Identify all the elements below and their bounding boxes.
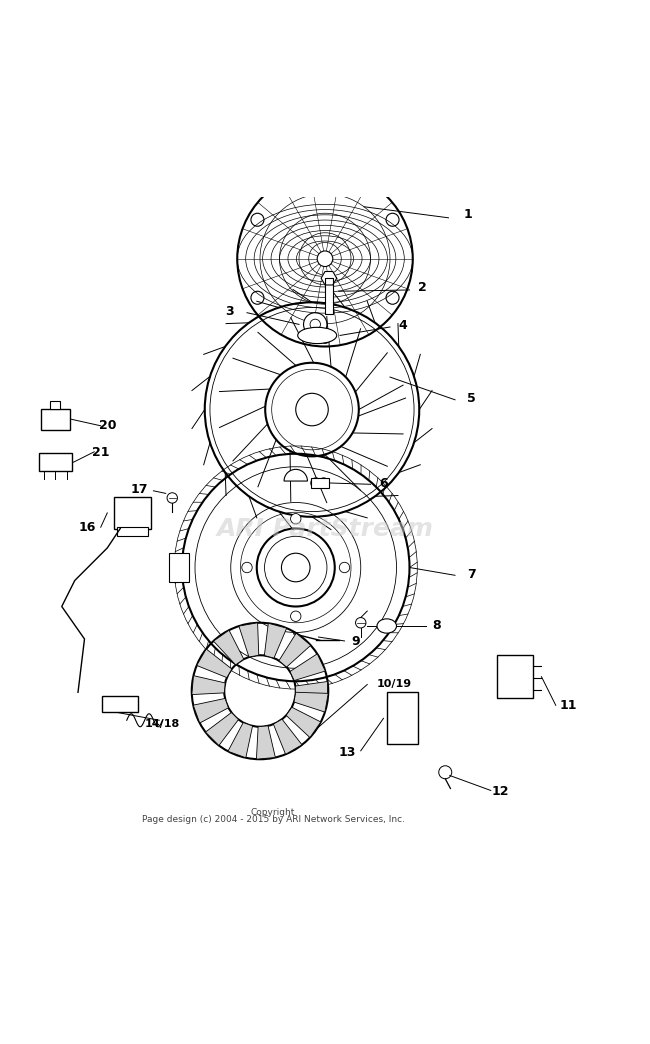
Text: 1: 1 (463, 208, 473, 221)
Ellipse shape (377, 619, 396, 633)
Polygon shape (205, 712, 239, 745)
Bar (117, 527, 148, 537)
Text: 6: 6 (379, 477, 388, 490)
Polygon shape (213, 631, 244, 665)
Text: 16: 16 (79, 521, 96, 533)
Circle shape (304, 313, 327, 336)
Bar (169, 553, 188, 582)
Bar (497, 656, 533, 697)
Text: 21: 21 (92, 446, 109, 459)
Circle shape (291, 514, 301, 524)
Circle shape (309, 328, 325, 343)
Text: ARI PartStream: ARI PartStream (216, 517, 434, 541)
Text: 5: 5 (467, 392, 476, 405)
Polygon shape (228, 722, 253, 758)
Circle shape (318, 174, 332, 187)
Circle shape (291, 611, 301, 621)
Circle shape (251, 213, 264, 227)
Text: 11: 11 (560, 698, 577, 712)
Circle shape (386, 291, 399, 304)
Text: 12: 12 (492, 785, 509, 799)
Polygon shape (290, 654, 325, 681)
Text: 14/18: 14/18 (145, 718, 180, 729)
Text: 7: 7 (467, 568, 476, 580)
Polygon shape (197, 649, 232, 678)
Polygon shape (274, 719, 302, 754)
Polygon shape (193, 698, 228, 723)
Text: 9: 9 (351, 635, 359, 648)
Text: 4: 4 (398, 319, 408, 332)
Text: 20: 20 (99, 419, 116, 431)
Bar (114, 497, 151, 528)
Polygon shape (294, 692, 328, 712)
Circle shape (339, 563, 350, 573)
Polygon shape (321, 271, 337, 285)
Polygon shape (192, 675, 225, 694)
Bar (311, 478, 329, 489)
Bar (325, 279, 333, 314)
Text: 2: 2 (418, 282, 427, 294)
Polygon shape (295, 682, 328, 701)
Ellipse shape (298, 328, 337, 343)
Text: 10/19: 10/19 (377, 679, 412, 689)
Bar (39, 453, 72, 471)
Bar (41, 409, 70, 430)
Circle shape (242, 563, 252, 573)
Text: 17: 17 (131, 483, 148, 496)
Polygon shape (265, 623, 287, 658)
Circle shape (318, 330, 332, 343)
Wedge shape (284, 470, 307, 481)
Text: 8: 8 (432, 619, 441, 632)
Circle shape (251, 291, 264, 304)
Polygon shape (286, 707, 321, 737)
Text: 3: 3 (226, 305, 234, 318)
Circle shape (317, 251, 333, 266)
Bar (102, 695, 138, 712)
Polygon shape (257, 726, 276, 759)
Polygon shape (279, 633, 311, 667)
Text: 13: 13 (339, 746, 356, 759)
Text: Copyright: Copyright (251, 808, 295, 817)
Bar (50, 401, 60, 409)
Bar (387, 692, 418, 744)
Text: Page design (c) 2004 - 2015 by ARI Network Services, Inc.: Page design (c) 2004 - 2015 by ARI Netwo… (142, 814, 404, 824)
Circle shape (386, 213, 399, 227)
Polygon shape (239, 623, 259, 657)
